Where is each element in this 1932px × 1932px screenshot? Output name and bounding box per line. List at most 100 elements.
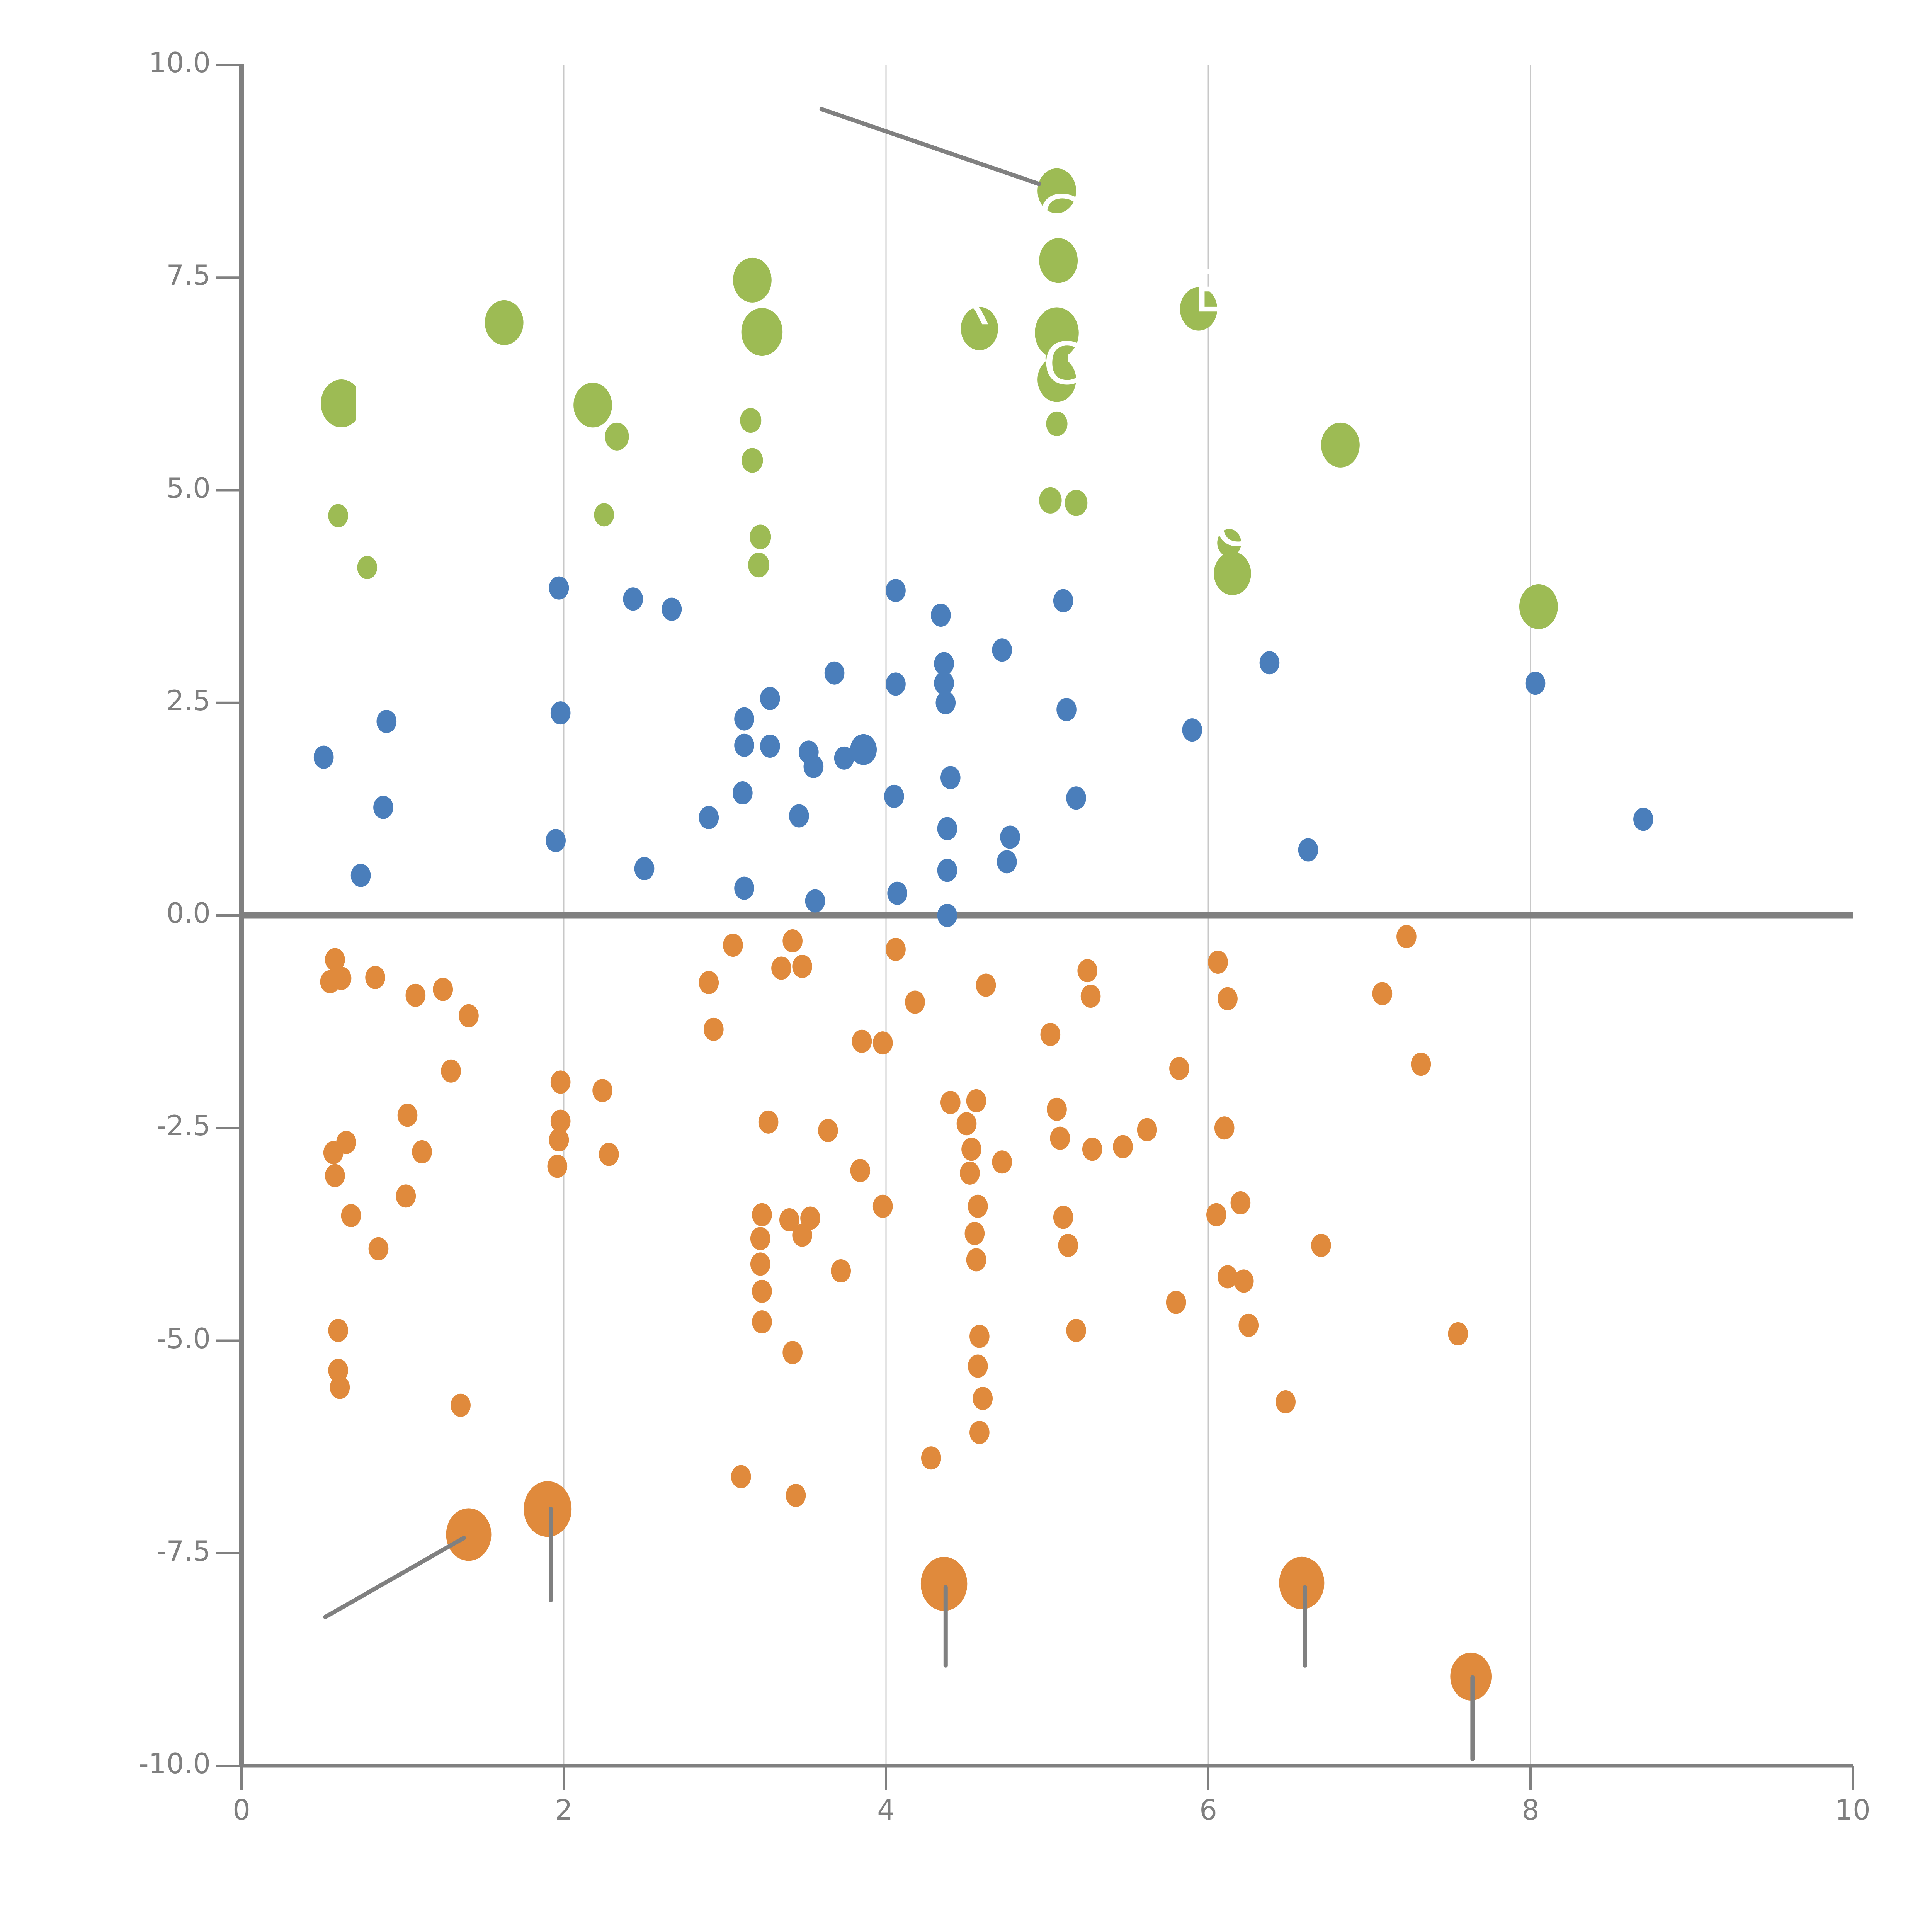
data-point[interactable] <box>1037 168 1076 213</box>
data-point[interactable] <box>599 1143 619 1166</box>
data-point[interactable] <box>1047 1097 1067 1121</box>
data-point[interactable] <box>789 804 809 828</box>
data-point[interactable] <box>573 383 612 428</box>
data-point[interactable] <box>750 1252 770 1276</box>
data-point[interactable] <box>1169 1057 1189 1080</box>
data-point[interactable] <box>328 504 348 527</box>
data-point[interactable] <box>752 1203 772 1226</box>
data-point[interactable] <box>937 859 957 882</box>
data-point[interactable] <box>1321 422 1360 468</box>
data-point[interactable] <box>325 1164 345 1187</box>
data-point[interactable] <box>1053 1206 1073 1229</box>
data-point[interactable] <box>752 1279 772 1303</box>
data-point[interactable] <box>433 978 453 1001</box>
data-point[interactable] <box>997 850 1017 874</box>
data-point[interactable] <box>376 710 397 733</box>
data-point[interactable] <box>1065 490 1088 516</box>
data-point[interactable] <box>446 1508 492 1561</box>
data-point[interactable] <box>594 503 614 527</box>
data-point[interactable] <box>992 1150 1012 1174</box>
data-point[interactable] <box>341 1204 361 1227</box>
data-point[interactable] <box>884 784 904 808</box>
data-point[interactable] <box>723 934 743 957</box>
data-point[interactable] <box>1137 1118 1157 1141</box>
data-point[interactable] <box>546 829 566 852</box>
data-point[interactable] <box>592 1079 612 1102</box>
data-point[interactable] <box>1182 718 1202 742</box>
data-point[interactable] <box>662 597 682 621</box>
data-point[interactable] <box>1372 982 1393 1005</box>
data-point[interactable] <box>1218 987 1238 1010</box>
data-point[interactable] <box>1633 808 1653 831</box>
data-point[interactable] <box>1045 345 1068 372</box>
data-point[interactable] <box>818 1119 838 1142</box>
data-point[interactable] <box>905 990 925 1014</box>
data-point[interactable] <box>960 1161 980 1185</box>
data-point[interactable] <box>699 806 719 829</box>
data-point[interactable] <box>1411 1053 1431 1076</box>
data-point[interactable] <box>1396 925 1417 949</box>
data-point[interactable] <box>1311 1233 1331 1257</box>
data-point[interactable] <box>969 1421 990 1444</box>
data-point[interactable] <box>1208 951 1228 974</box>
data-point[interactable] <box>786 1484 806 1507</box>
data-point[interactable] <box>734 876 754 900</box>
data-point[interactable] <box>1279 1556 1325 1609</box>
data-point[interactable] <box>1080 985 1101 1008</box>
data-point[interactable] <box>1058 1233 1078 1257</box>
data-point[interactable] <box>834 746 854 770</box>
data-point[interactable] <box>350 864 371 887</box>
data-point[interactable] <box>357 556 378 579</box>
data-point[interactable] <box>800 1206 820 1230</box>
data-point[interactable] <box>968 1194 988 1218</box>
data-point[interactable] <box>850 734 877 765</box>
data-point[interactable] <box>313 745 334 769</box>
data-point[interactable] <box>1066 1319 1086 1342</box>
data-point[interactable] <box>968 1354 988 1378</box>
data-point[interactable] <box>934 672 954 695</box>
data-point[interactable] <box>872 1031 893 1055</box>
data-point[interactable] <box>976 973 996 997</box>
data-point[interactable] <box>485 300 524 345</box>
data-point[interactable] <box>451 1393 471 1417</box>
data-point[interactable] <box>966 1248 986 1272</box>
data-point[interactable] <box>750 1227 770 1250</box>
data-point[interactable] <box>336 1131 356 1154</box>
data-point[interactable] <box>805 889 825 913</box>
data-point[interactable] <box>734 733 754 757</box>
data-point[interactable] <box>872 1194 893 1218</box>
data-point[interactable] <box>550 701 571 725</box>
data-point[interactable] <box>1259 651 1280 675</box>
data-point[interactable] <box>937 904 957 927</box>
data-point[interactable] <box>771 956 791 980</box>
data-point[interactable] <box>1448 1322 1468 1345</box>
data-point[interactable] <box>1180 287 1218 331</box>
data-point[interactable] <box>966 1089 986 1112</box>
data-point[interactable] <box>831 1259 851 1283</box>
data-point[interactable] <box>328 1359 348 1382</box>
data-point[interactable] <box>321 379 362 427</box>
data-point[interactable] <box>325 948 345 971</box>
data-point[interactable] <box>1000 825 1020 849</box>
data-point[interactable] <box>1519 584 1558 629</box>
data-point[interactable] <box>1039 238 1078 283</box>
data-point[interactable] <box>320 970 340 993</box>
data-point[interactable] <box>396 1184 416 1208</box>
data-point[interactable] <box>782 929 803 953</box>
data-point[interactable] <box>733 781 753 805</box>
data-point[interactable] <box>1166 1291 1186 1314</box>
data-point[interactable] <box>740 408 762 433</box>
data-point[interactable] <box>886 938 906 961</box>
data-point[interactable] <box>969 1325 990 1348</box>
data-point[interactable] <box>1206 1203 1226 1226</box>
data-point[interactable] <box>850 1159 871 1182</box>
data-point[interactable] <box>956 1112 977 1136</box>
data-point[interactable] <box>524 1481 572 1537</box>
data-point[interactable] <box>1238 1313 1259 1337</box>
data-point[interactable] <box>373 796 393 819</box>
data-point[interactable] <box>887 881 907 905</box>
data-point[interactable] <box>758 1110 779 1134</box>
data-point[interactable] <box>1039 487 1062 514</box>
data-point[interactable] <box>1276 1390 1296 1413</box>
data-point[interactable] <box>1233 1269 1254 1293</box>
